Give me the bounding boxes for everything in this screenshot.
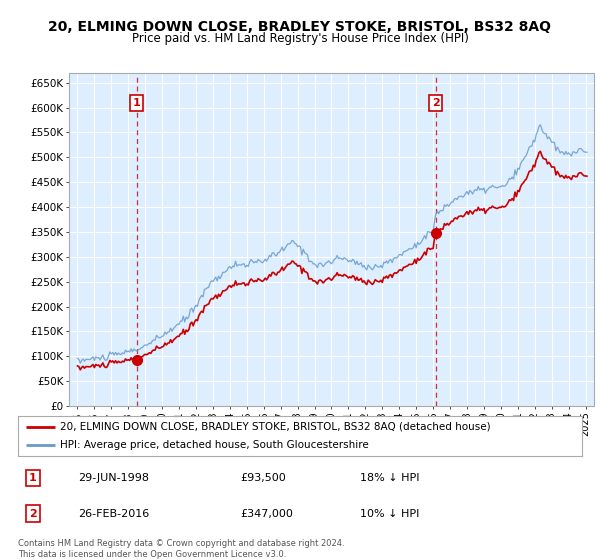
Text: £93,500: £93,500 <box>240 473 286 483</box>
Text: Contains HM Land Registry data © Crown copyright and database right 2024.: Contains HM Land Registry data © Crown c… <box>18 539 344 548</box>
Text: 18% ↓ HPI: 18% ↓ HPI <box>360 473 419 483</box>
Text: 1: 1 <box>133 98 140 108</box>
Text: 1: 1 <box>29 473 37 483</box>
Text: 2: 2 <box>432 98 440 108</box>
Text: HPI: Average price, detached house, South Gloucestershire: HPI: Average price, detached house, Sout… <box>60 440 369 450</box>
Text: 20, ELMING DOWN CLOSE, BRADLEY STOKE, BRISTOL, BS32 8AQ: 20, ELMING DOWN CLOSE, BRADLEY STOKE, BR… <box>49 20 551 34</box>
Text: £347,000: £347,000 <box>240 508 293 519</box>
Text: Price paid vs. HM Land Registry's House Price Index (HPI): Price paid vs. HM Land Registry's House … <box>131 32 469 45</box>
Text: 26-FEB-2016: 26-FEB-2016 <box>78 508 149 519</box>
Text: 2: 2 <box>29 508 37 519</box>
Text: 20, ELMING DOWN CLOSE, BRADLEY STOKE, BRISTOL, BS32 8AQ (detached house): 20, ELMING DOWN CLOSE, BRADLEY STOKE, BR… <box>60 422 491 432</box>
Text: 10% ↓ HPI: 10% ↓ HPI <box>360 508 419 519</box>
Text: 29-JUN-1998: 29-JUN-1998 <box>78 473 149 483</box>
Text: This data is licensed under the Open Government Licence v3.0.: This data is licensed under the Open Gov… <box>18 550 286 559</box>
